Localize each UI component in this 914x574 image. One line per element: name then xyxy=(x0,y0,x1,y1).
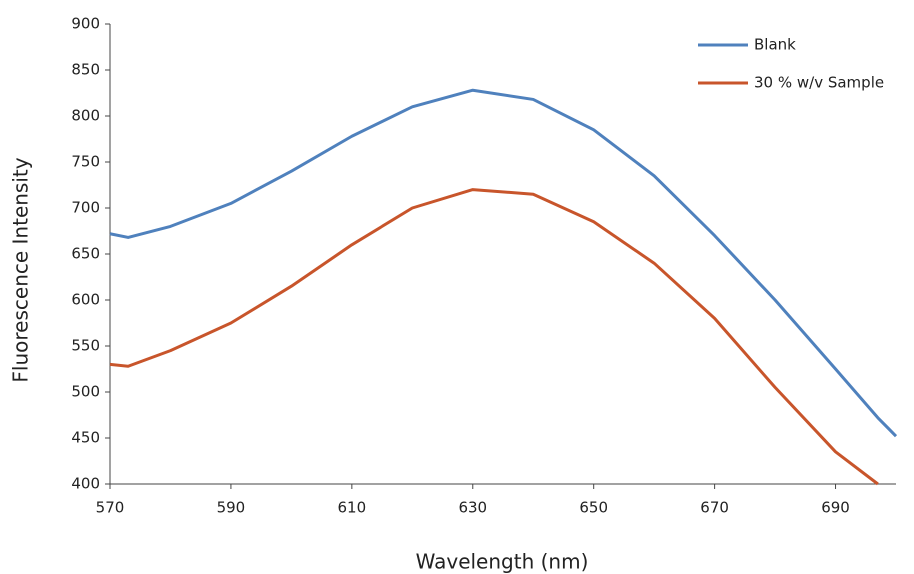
y-tick-label: 900 xyxy=(71,15,100,33)
y-tick-label: 600 xyxy=(71,291,100,309)
y-tick-label: 850 xyxy=(71,61,100,79)
y-tick-label: 800 xyxy=(71,107,100,125)
y-tick-label: 700 xyxy=(71,199,100,217)
chart: Wavelength (nm) Fluorescence Intensity 4… xyxy=(0,0,914,574)
y-tick-label: 400 xyxy=(71,475,100,493)
x-tick-label: 630 xyxy=(458,499,487,517)
y-axis-title: Fluorescence Intensity xyxy=(9,157,33,382)
y-tick-label: 550 xyxy=(71,337,100,355)
series-line xyxy=(110,190,878,484)
x-tick-label: 570 xyxy=(96,499,125,517)
legend-label: Blank xyxy=(754,36,796,54)
x-tick-label: 590 xyxy=(217,499,246,517)
y-tick-label: 750 xyxy=(71,153,100,171)
x-axis-title: Wavelength (nm) xyxy=(416,550,589,574)
y-tick-label: 500 xyxy=(71,383,100,401)
y-tick-label: 450 xyxy=(71,429,100,447)
series-line xyxy=(110,90,896,436)
x-tick-label: 610 xyxy=(338,499,367,517)
x-tick-label: 670 xyxy=(700,499,729,517)
x-tick-label: 690 xyxy=(821,499,850,517)
legend-label: 30 % w/v Sample xyxy=(754,74,884,92)
x-tick-label: 650 xyxy=(579,499,608,517)
y-tick-label: 650 xyxy=(71,245,100,263)
